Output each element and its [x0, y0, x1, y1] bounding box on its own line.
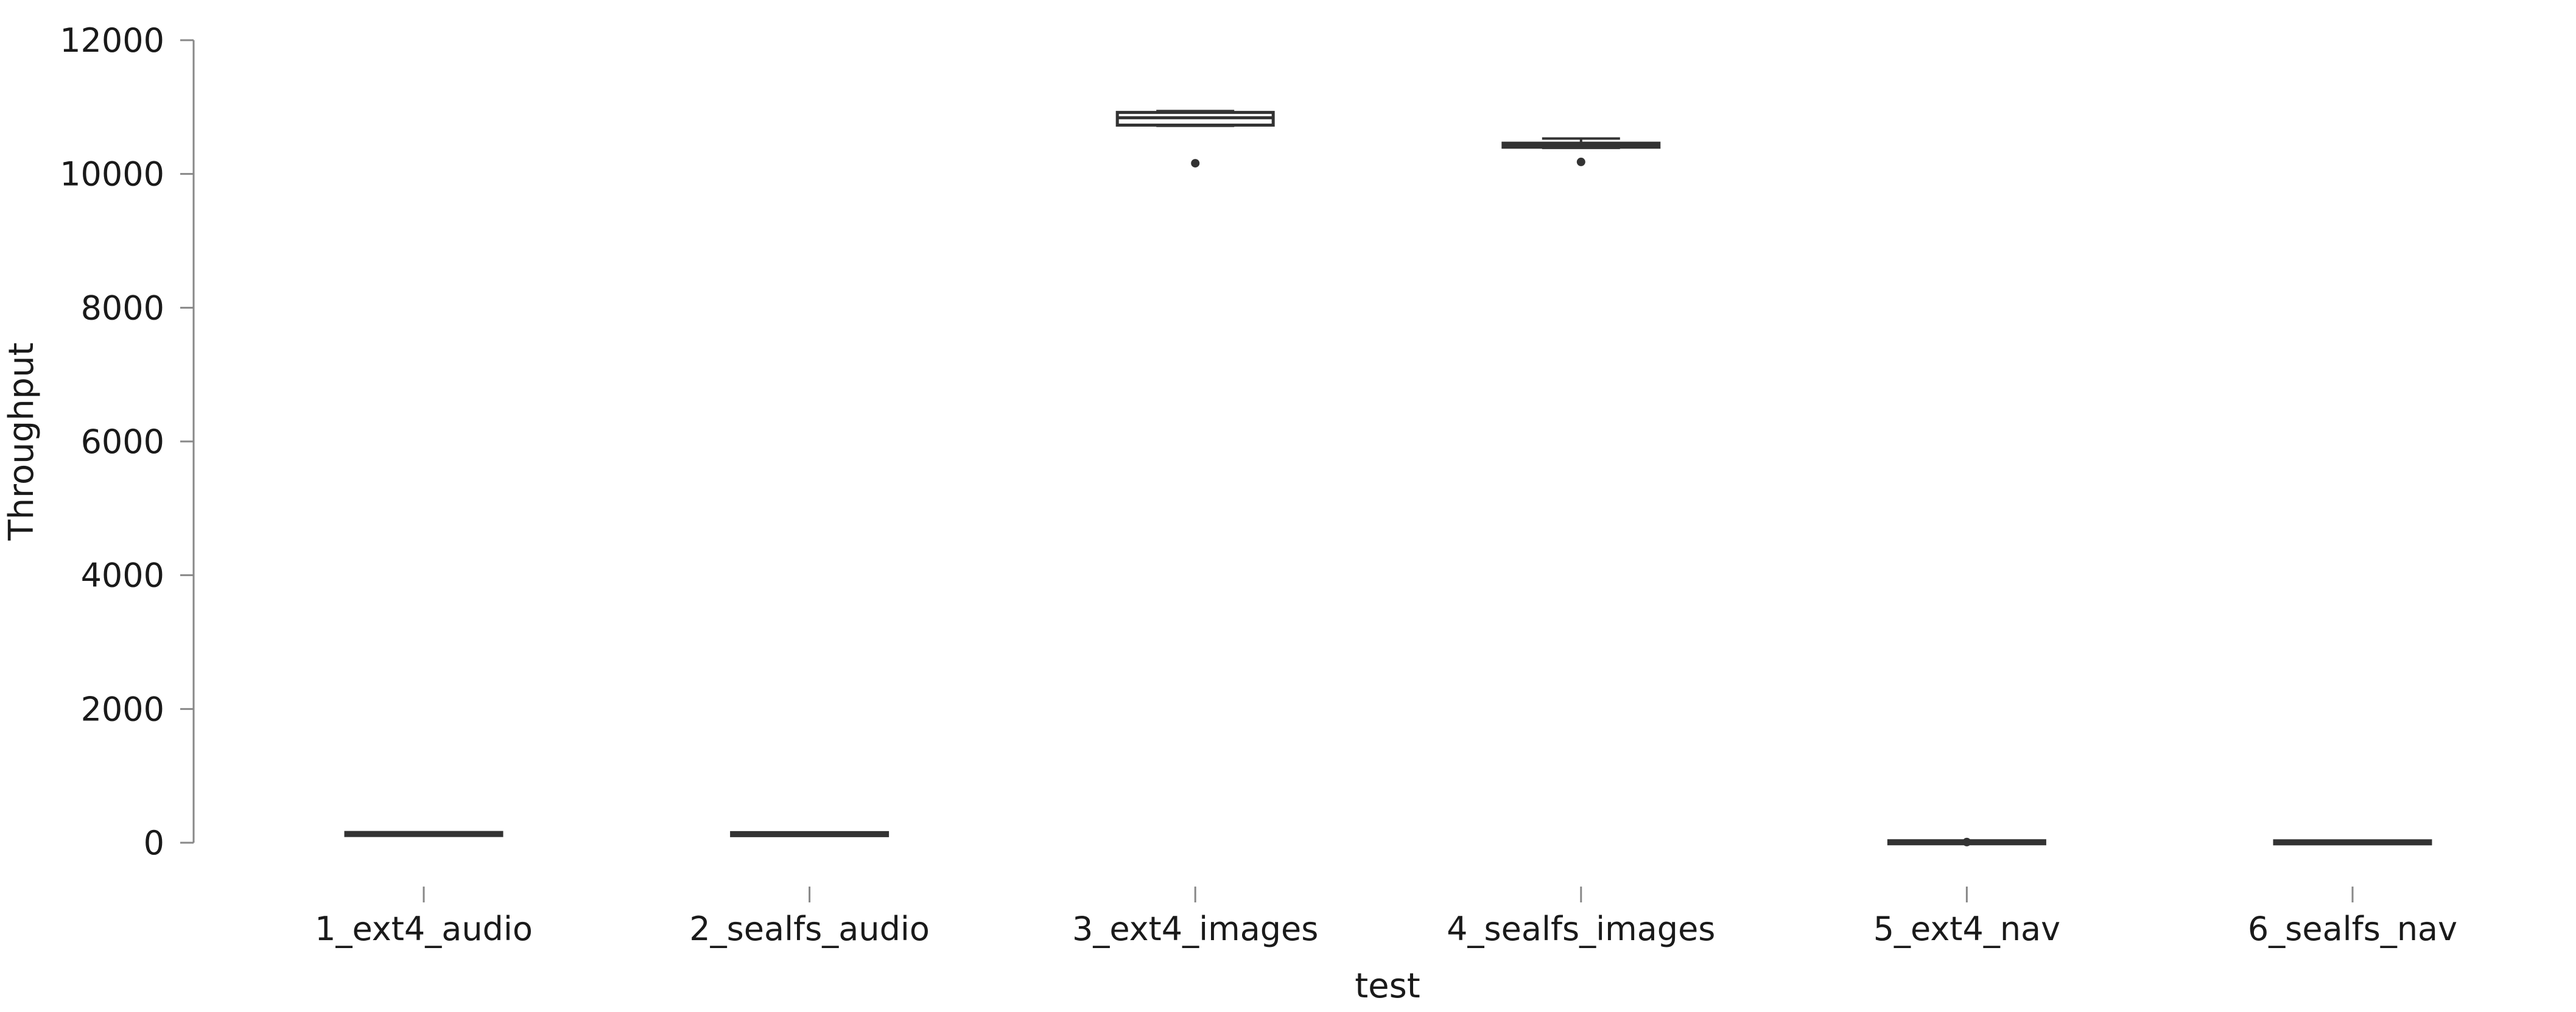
y-tick-label: 0 — [144, 824, 164, 862]
y-tick-label: 12000 — [60, 21, 164, 60]
box-2_sealfs_audio — [730, 831, 890, 837]
x-tick-label: 2_sealfs_audio — [689, 910, 930, 948]
y-tick-label: 8000 — [81, 289, 164, 327]
box-1_ext4_audio — [344, 831, 504, 837]
x-tick-label: 4_sealfs_images — [1447, 910, 1715, 948]
outlier-point — [1191, 159, 1200, 168]
outlier-point — [1576, 157, 1585, 166]
outlier-point — [1962, 837, 1971, 846]
box-3_ext4_images — [1115, 110, 1275, 168]
x-axis: 1_ext4_audio 2_sealfs_audio 3_ext4_images 4… — [315, 887, 2457, 948]
x-tick-label: 1_ext4_audio — [315, 910, 533, 948]
x-tick-label: 5_ext4_nav — [1873, 910, 2060, 948]
box-4_sealfs_images — [1501, 137, 1661, 166]
y-tick-label: 2000 — [81, 690, 164, 728]
x-tick-label: 6_sealfs_nav — [2248, 910, 2457, 948]
y-axis-label: Throughput — [2, 342, 41, 541]
x-axis-label: test — [1355, 966, 1420, 1006]
x-tick-label: 3_ext4_images — [1072, 910, 1318, 948]
y-tick-label: 10000 — [60, 155, 164, 194]
box-6_sealfs_nav — [2273, 839, 2432, 846]
box-plot-series — [344, 110, 2432, 846]
y-tick-label: 4000 — [81, 557, 164, 595]
box-5_ext4_nav — [1887, 837, 2046, 846]
y-axis: 0 2000 4000 6000 8000 10000 12000 — [60, 21, 195, 862]
y-tick-label: 6000 — [81, 423, 164, 461]
